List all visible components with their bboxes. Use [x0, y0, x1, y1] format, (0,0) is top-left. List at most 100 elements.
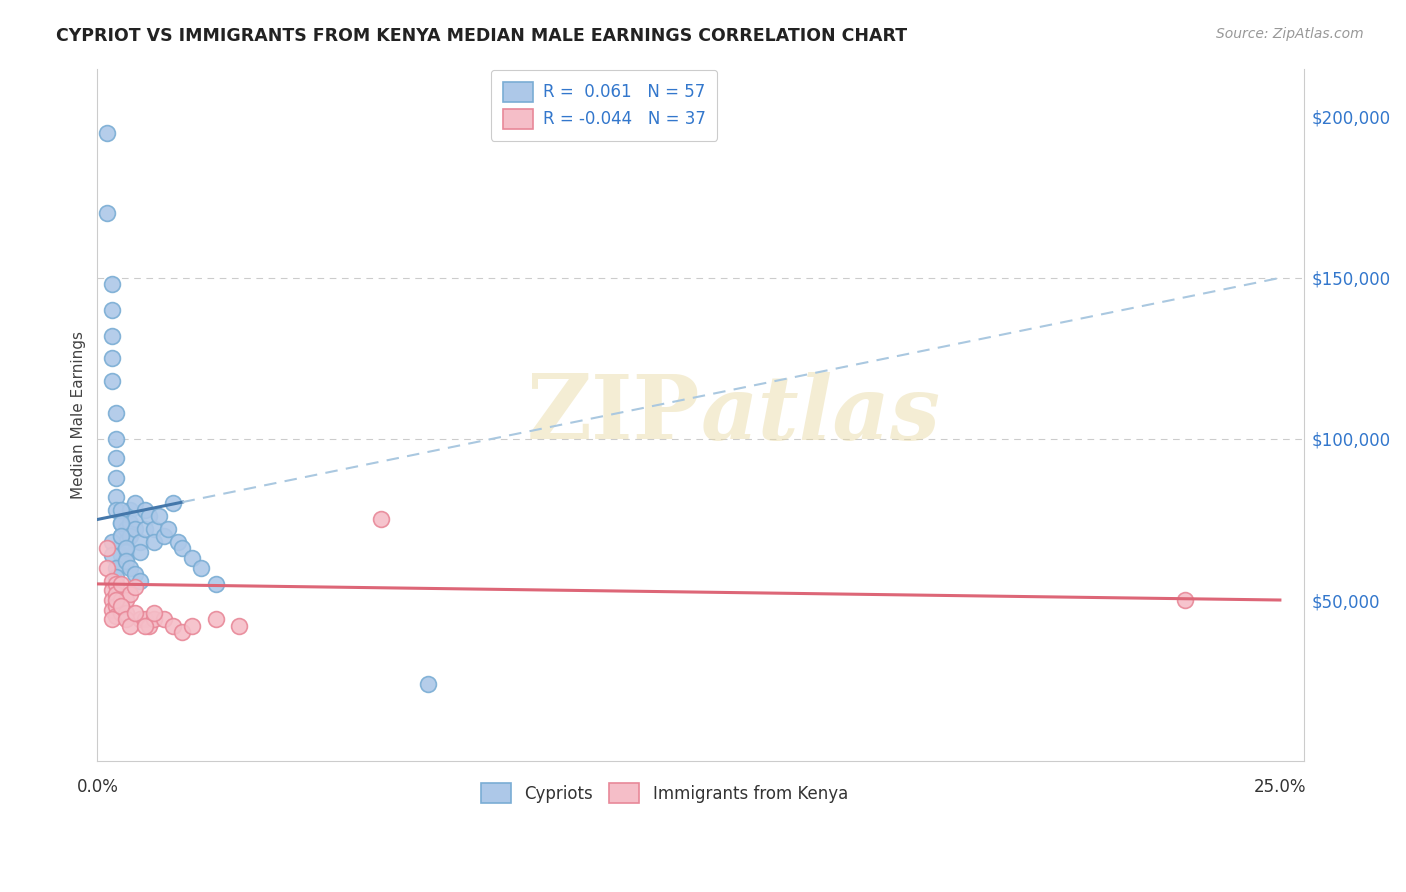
Point: [105, 586, 128, 600]
Point: [114, 606, 136, 620]
Point: [114, 544, 136, 558]
Point: [105, 593, 128, 607]
Text: CYPRIOT VS IMMIGRANTS FROM KENYA MEDIAN MALE EARNINGS CORRELATION CHART: CYPRIOT VS IMMIGRANTS FROM KENYA MEDIAN …: [56, 27, 907, 45]
Point: [100, 602, 122, 616]
Point: [110, 528, 132, 542]
Point: [162, 619, 184, 633]
Point: [96, 561, 118, 575]
Point: [124, 606, 146, 620]
Point: [120, 503, 142, 517]
Point: [100, 574, 122, 588]
Point: [190, 561, 212, 575]
Point: [100, 583, 122, 598]
Point: [105, 470, 128, 484]
Point: [152, 528, 174, 542]
Point: [129, 544, 152, 558]
Point: [114, 593, 136, 607]
Point: [114, 522, 136, 536]
Point: [129, 535, 152, 549]
Point: [120, 586, 142, 600]
Point: [1174, 593, 1197, 607]
Point: [110, 593, 132, 607]
Point: [124, 580, 146, 594]
Point: [100, 535, 122, 549]
Point: [124, 496, 146, 510]
Point: [143, 535, 166, 549]
Point: [204, 612, 226, 626]
Y-axis label: Median Male Earnings: Median Male Earnings: [72, 331, 86, 499]
Point: [204, 577, 226, 591]
Text: 25.0%: 25.0%: [1254, 778, 1306, 796]
Point: [143, 522, 166, 536]
Point: [181, 619, 204, 633]
Point: [110, 516, 132, 530]
Point: [370, 512, 392, 526]
Point: [105, 406, 128, 420]
Point: [96, 541, 118, 556]
Point: [114, 541, 136, 556]
Point: [134, 503, 156, 517]
Point: [105, 609, 128, 624]
Point: [100, 277, 122, 292]
Point: [418, 677, 440, 691]
Point: [143, 612, 166, 626]
Point: [172, 541, 194, 556]
Point: [110, 577, 132, 591]
Point: [152, 612, 174, 626]
Point: [120, 561, 142, 575]
Point: [100, 329, 122, 343]
Point: [100, 374, 122, 388]
Point: [157, 522, 180, 536]
Point: [166, 535, 188, 549]
Point: [129, 612, 152, 626]
Point: [114, 554, 136, 568]
Point: [105, 570, 128, 584]
Point: [120, 619, 142, 633]
Point: [105, 577, 128, 591]
Point: [105, 432, 128, 446]
Point: [110, 516, 132, 530]
Point: [129, 574, 152, 588]
Point: [138, 509, 160, 524]
Point: [114, 554, 136, 568]
Point: [110, 548, 132, 562]
Point: [124, 512, 146, 526]
Point: [110, 558, 132, 572]
Point: [134, 619, 156, 633]
Point: [120, 528, 142, 542]
Point: [105, 599, 128, 614]
Legend: Cypriots, Immigrants from Kenya: Cypriots, Immigrants from Kenya: [470, 772, 859, 815]
Point: [134, 522, 156, 536]
Point: [105, 451, 128, 466]
Point: [96, 206, 118, 220]
Point: [100, 303, 122, 318]
Point: [181, 551, 204, 566]
Point: [100, 351, 122, 366]
Point: [105, 561, 128, 575]
Point: [105, 490, 128, 504]
Point: [162, 496, 184, 510]
Text: Source: ZipAtlas.com: Source: ZipAtlas.com: [1216, 27, 1364, 41]
Point: [110, 528, 132, 542]
Point: [105, 503, 128, 517]
Text: ZIP: ZIP: [527, 371, 700, 458]
Point: [138, 619, 160, 633]
Point: [110, 606, 132, 620]
Point: [100, 612, 122, 626]
Point: [100, 593, 122, 607]
Point: [124, 522, 146, 536]
Text: 0.0%: 0.0%: [76, 778, 118, 796]
Point: [96, 126, 118, 140]
Point: [124, 567, 146, 582]
Point: [148, 509, 170, 524]
Point: [110, 538, 132, 552]
Text: atlas: atlas: [700, 372, 941, 458]
Point: [143, 606, 166, 620]
Point: [110, 599, 132, 614]
Point: [114, 535, 136, 549]
Point: [110, 503, 132, 517]
Point: [120, 516, 142, 530]
Point: [100, 548, 122, 562]
Point: [134, 612, 156, 626]
Point: [228, 619, 250, 633]
